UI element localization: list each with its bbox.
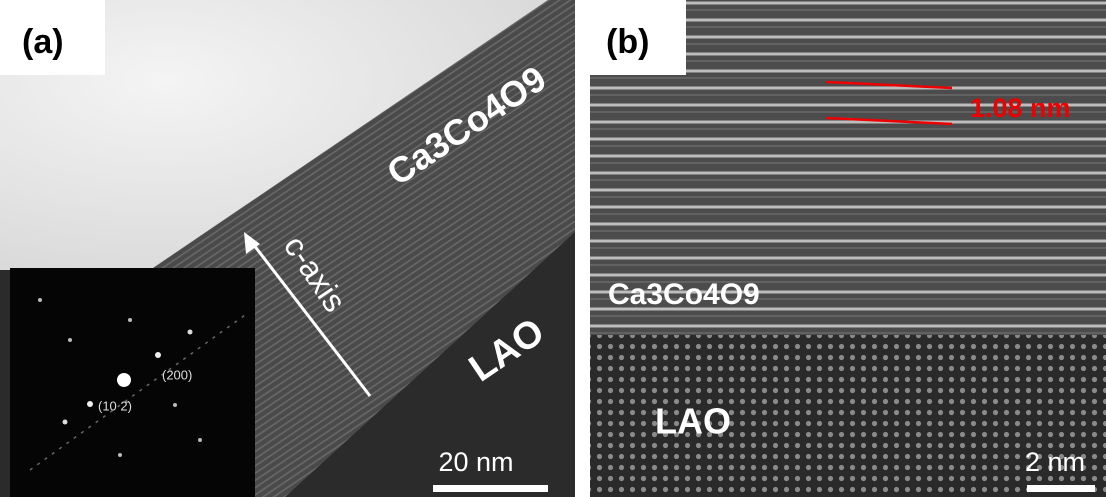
- spot-label: (10 2̄): [98, 398, 132, 413]
- panel-a: (a) Ca3Co4O9 c-axis LAO (200) (10 2̄) 20…: [0, 0, 575, 497]
- spacing-label: 1.08 nm: [970, 93, 1071, 123]
- scale-bar: [1027, 485, 1095, 492]
- panel-label: (a): [22, 23, 64, 61]
- substrate-label: LAO: [655, 401, 731, 442]
- panel-b: (b) 1.08 nm Ca3Co4O9 LAO 2 nm: [590, 0, 1106, 497]
- panel-label: (b): [606, 23, 649, 61]
- scale-bar: [433, 485, 548, 492]
- diffraction-inset: (200) (10 2̄): [10, 268, 255, 497]
- film-label: Ca3Co4O9: [608, 278, 760, 311]
- spot-label: (200): [162, 367, 192, 382]
- figure: (a) Ca3Co4O9 c-axis LAO (200) (10 2̄) 20…: [0, 0, 1106, 497]
- scale-bar-label: 2 nm: [1025, 447, 1085, 477]
- scale-bar-label: 20 nm: [438, 447, 513, 477]
